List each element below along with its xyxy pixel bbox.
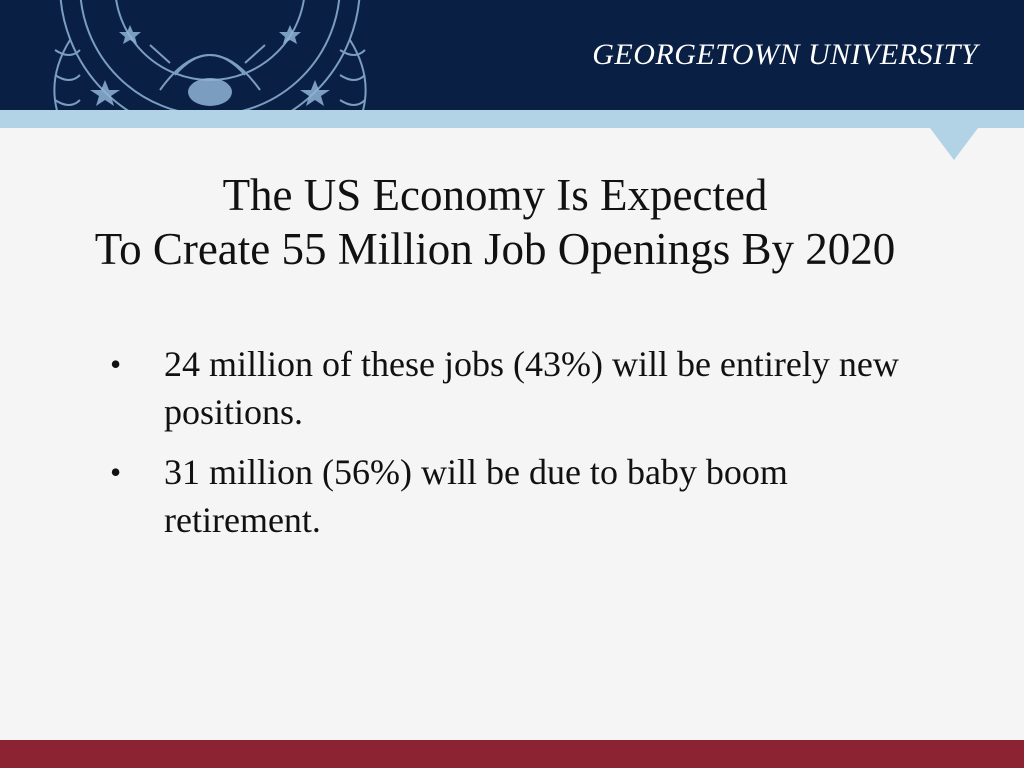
bullet-marker: •	[110, 346, 122, 382]
accent-pointer	[930, 128, 978, 160]
bullet-item: • 24 million of these jobs (43%) will be…	[110, 340, 930, 436]
bullet-list: • 24 million of these jobs (43%) will be…	[110, 340, 930, 556]
bullet-text: 24 million of these jobs (43%) will be e…	[164, 344, 899, 432]
bullet-item: • 31 million (56%) will be due to baby b…	[110, 448, 930, 544]
slide-title-line-1: The US Economy Is Expected	[222, 170, 768, 220]
university-seal-icon	[53, 0, 367, 110]
bullet-text: 31 million (56%) will be due to baby boo…	[164, 452, 788, 540]
slide-title-line-2: To Create 55 Million Job Openings By 202…	[94, 224, 896, 274]
slide-title: The US Economy Is Expected To Create 55 …	[0, 168, 990, 276]
bullet-marker: •	[110, 454, 122, 490]
accent-band	[0, 110, 1024, 128]
header-bar: GEORGETOWN UNIVERSITY	[0, 0, 1024, 110]
university-wordmark: GEORGETOWN UNIVERSITY	[592, 38, 978, 71]
footer-bar	[0, 740, 1024, 768]
